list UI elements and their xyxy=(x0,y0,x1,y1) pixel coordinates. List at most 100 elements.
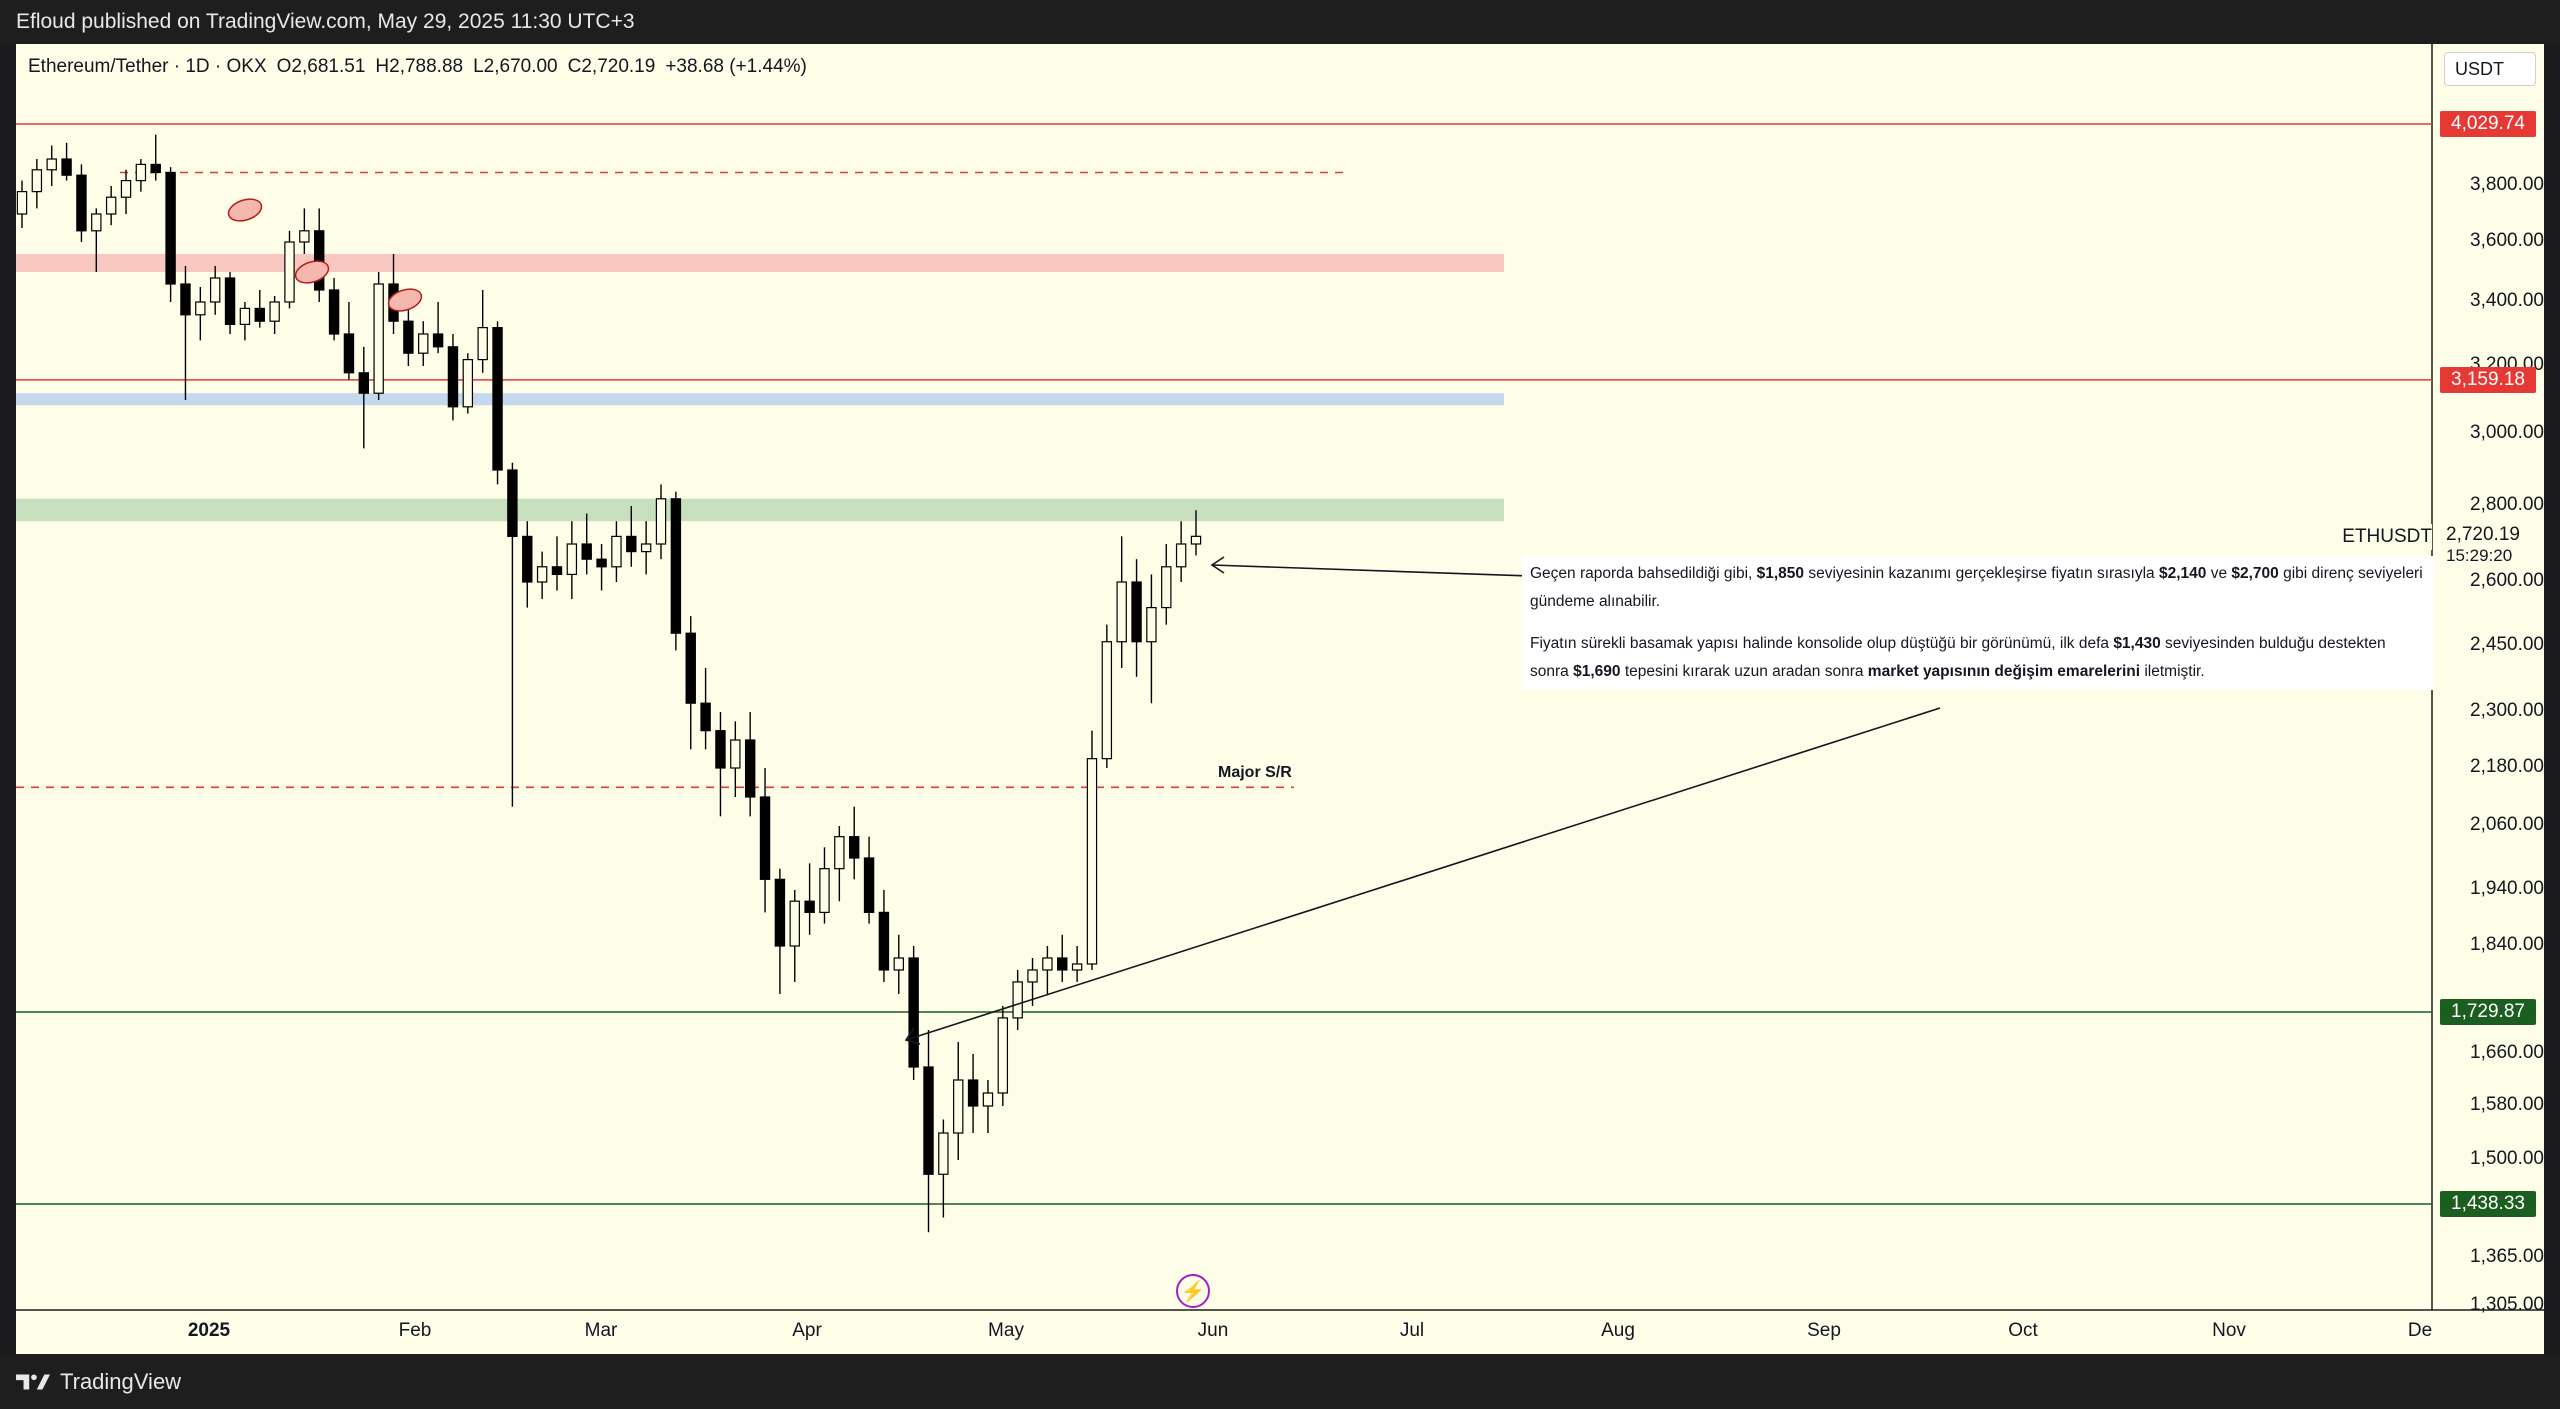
arrow-head-bottom xyxy=(904,1027,921,1045)
price-tick-label: 2,180.00 xyxy=(2470,756,2544,777)
candle-body xyxy=(715,730,726,769)
candle-body xyxy=(418,333,429,354)
candle-body xyxy=(522,535,533,583)
footer-bar: TradingView xyxy=(0,1354,2560,1409)
legend-change: +38.68 (+1.44%) xyxy=(665,56,807,77)
candle-body xyxy=(239,307,251,325)
candle-body xyxy=(1057,957,1068,971)
analysis-paragraph-2: Fiyatın sürekli basamak yapısı halinde k… xyxy=(1530,635,2386,680)
price-tick-label: 1,305.00 xyxy=(2470,1294,2544,1315)
candle-body xyxy=(938,1132,949,1175)
candle-body xyxy=(1027,969,1038,983)
time-tick-label: Oct xyxy=(2008,1320,2038,1341)
candle-body xyxy=(61,158,72,176)
candle-body xyxy=(1101,641,1113,760)
time-tick-label: Jul xyxy=(1399,1320,1425,1341)
price-tick-label: 2,060.00 xyxy=(2470,814,2544,835)
candle-body xyxy=(358,372,370,394)
candle-body xyxy=(120,180,132,198)
candle-body xyxy=(685,632,696,704)
candle-body xyxy=(314,230,325,291)
price-line-badge: 1,438.33 xyxy=(2440,1191,2536,1217)
candle-body xyxy=(997,1017,1009,1094)
time-tick-label: Apr xyxy=(792,1320,822,1341)
currency-selector[interactable]: USDT xyxy=(2444,52,2536,86)
candle-body xyxy=(299,230,310,243)
arrow-line-top xyxy=(1211,564,1531,577)
time-tick-label: Nov xyxy=(2212,1320,2246,1341)
legend-low: L2,670.00 xyxy=(473,56,558,77)
price-tick-label: 2,800.00 xyxy=(2470,494,2544,515)
zone-pink xyxy=(16,254,1504,272)
candle-body xyxy=(403,320,414,354)
candle-body xyxy=(328,289,340,335)
candle-body xyxy=(789,900,800,947)
footer-brand: TradingView xyxy=(60,1368,182,1394)
price-tick-label: 1,840.00 xyxy=(2470,934,2544,955)
candle-body xyxy=(432,333,444,348)
zone-blue xyxy=(16,393,1504,406)
candle-body xyxy=(477,327,488,361)
symbol-legend: Ethereum/Tether · 1D · OKX O2,681.51 H2,… xyxy=(28,56,807,78)
candle-body xyxy=(893,957,904,971)
candle-body xyxy=(462,359,474,408)
price-line-badge: 4,029.74 xyxy=(2440,111,2536,137)
candle-body xyxy=(1086,758,1098,965)
candle-body xyxy=(566,543,578,575)
candle-body xyxy=(581,543,592,560)
publisher-text: Efloud published on TradingView.com, May… xyxy=(16,10,635,33)
candle-body xyxy=(16,191,28,215)
candle-body xyxy=(507,469,518,538)
candle-body xyxy=(878,911,890,971)
lightning-icon[interactable]: ⚡ xyxy=(1176,1274,1210,1308)
price-tick-label: 1,660.00 xyxy=(2470,1042,2544,1063)
candle-body xyxy=(343,333,355,374)
legend-close: C2,720.19 xyxy=(567,56,656,77)
candle-body xyxy=(759,796,771,880)
candle-body xyxy=(105,196,117,215)
candle-body xyxy=(700,702,711,732)
price-tick-label: 1,580.00 xyxy=(2470,1094,2544,1115)
legend-open: O2,681.51 xyxy=(276,56,366,77)
high-marker-ellipse xyxy=(227,198,263,222)
price-tick-label: 1,365.00 xyxy=(2470,1246,2544,1267)
legend-high: H2,788.88 xyxy=(375,56,464,77)
candle-body xyxy=(1042,957,1053,971)
candle-body xyxy=(209,277,221,303)
candle-body xyxy=(536,566,548,583)
candle-body xyxy=(1146,606,1157,643)
analysis-note: Geçen raporda bahsedildiği gibi, $1,850 … xyxy=(1522,556,2434,690)
candle-body xyxy=(373,283,384,394)
time-tick-label: 2025 xyxy=(187,1320,231,1341)
candle-body xyxy=(195,301,206,316)
candle-body xyxy=(1161,566,1172,609)
price-tick-label: 2,450.00 xyxy=(2470,634,2544,655)
candle-body xyxy=(165,171,176,285)
price-tick-label: 2,300.00 xyxy=(2470,700,2544,721)
price-tick-label: 3,600.00 xyxy=(2470,230,2544,251)
candle-body xyxy=(551,566,563,575)
candle-body xyxy=(982,1092,994,1107)
ticker-tag: ETHUSDT xyxy=(2334,524,2432,550)
time-tick-label: De xyxy=(2407,1320,2433,1341)
candle-body xyxy=(1071,963,1083,971)
high-marker-ellipse xyxy=(387,288,423,312)
bar-countdown: 15:29:20 xyxy=(2446,546,2513,565)
arrow-head-top xyxy=(1210,556,1225,574)
candle-body xyxy=(848,836,860,859)
candle-body xyxy=(923,1066,934,1175)
candle-body xyxy=(269,301,280,322)
candle-body xyxy=(46,158,57,171)
zone-green xyxy=(16,498,1504,522)
candle-body xyxy=(1190,535,1202,545)
price-tick-label: 1,500.00 xyxy=(2470,1148,2544,1169)
time-tick-label: Jun xyxy=(1197,1320,1229,1341)
major-sr-label: Major S/R xyxy=(1218,764,1292,781)
candle-body xyxy=(655,498,667,545)
time-tick-label: Mar xyxy=(584,1320,618,1341)
price-line-badge: 1,729.87 xyxy=(2440,999,2536,1025)
high-marker-ellipse xyxy=(294,260,330,284)
candle-body xyxy=(804,900,815,914)
candle-body xyxy=(447,346,459,408)
